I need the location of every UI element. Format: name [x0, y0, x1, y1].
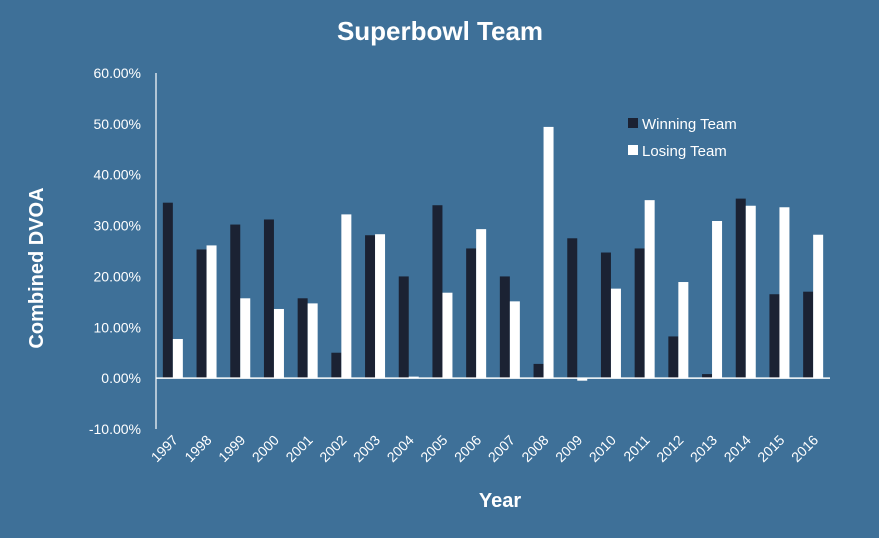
bar-losing-2011 — [644, 200, 655, 379]
bar-winning-2008 — [533, 363, 544, 379]
bar-winning-2013 — [702, 374, 713, 379]
bar-losing-2007 — [509, 301, 520, 379]
bar-losing-2015 — [779, 207, 790, 379]
x-tick-label: 2001 — [282, 432, 315, 465]
bar-winning-2011 — [634, 248, 645, 379]
bar-losing-2004 — [408, 376, 419, 379]
x-tick-label: 2004 — [384, 432, 417, 465]
bar-losing-2001 — [307, 303, 318, 379]
x-axis-tick-labels: 1997 1998 1999 2000 2001 2002 2003 2004 2005 2006… — [148, 432, 822, 465]
y-tick-label: 50.00% — [94, 116, 141, 132]
bar-winning-2002 — [331, 352, 342, 379]
bar-losing-2013 — [712, 220, 723, 379]
legend-swatch-winning — [628, 118, 638, 128]
bar-losing-2003 — [375, 234, 386, 379]
bar-winning-2016 — [803, 291, 814, 379]
bar-winning-1998 — [196, 249, 207, 379]
x-tick-label: 1997 — [148, 432, 181, 465]
bar-winning-2006 — [466, 248, 477, 379]
bar-winning-1999 — [230, 224, 241, 379]
bar-losing-2005 — [442, 292, 453, 379]
bar-losing-2006 — [476, 229, 487, 379]
bar-losing-2008 — [543, 126, 554, 379]
y-tick-label: 0.00% — [101, 370, 141, 386]
x-tick-label: 2000 — [249, 432, 282, 465]
x-tick-label: 2002 — [316, 432, 349, 465]
y-tick-label: 10.00% — [94, 319, 141, 335]
bar-winning-2014 — [735, 198, 746, 379]
x-tick-label: 2012 — [653, 432, 686, 465]
bar-winning-2010 — [600, 252, 611, 379]
bar-winning-2007 — [499, 276, 510, 379]
bar-winning-1997 — [162, 202, 173, 379]
x-tick-label: 2013 — [687, 432, 720, 465]
bar-losing-1998 — [206, 245, 217, 379]
bar-winning-2012 — [668, 336, 679, 379]
bar-winning-2009 — [567, 238, 578, 379]
bar-winning-2003 — [365, 235, 376, 379]
bar-losing-2010 — [610, 288, 621, 379]
x-tick-label: 2008 — [518, 432, 551, 465]
bar-losing-1999 — [240, 298, 251, 379]
legend-label-losing: Losing Team — [642, 143, 727, 160]
x-tick-label: 1999 — [215, 432, 248, 465]
x-tick-label: 2006 — [451, 432, 484, 465]
y-tick-label: 20.00% — [94, 268, 141, 284]
x-tick-label: 2007 — [485, 432, 518, 465]
bar-winning-2000 — [263, 219, 274, 379]
legend-swatch-losing — [628, 145, 638, 155]
y-tick-label: 60.00% — [94, 65, 141, 81]
bar-winning-2004 — [398, 276, 409, 379]
bar-losing-2009 — [577, 378, 588, 381]
x-tick-label: 2003 — [350, 432, 383, 465]
x-axis-title: Year — [479, 490, 521, 512]
bar-winning-2005 — [432, 205, 443, 379]
bar-losing-2000 — [273, 308, 284, 379]
bar-losing-1997 — [172, 338, 183, 379]
x-tick-label: 2015 — [754, 432, 787, 465]
bar-losing-2016 — [813, 234, 824, 379]
y-tick-label: 30.00% — [94, 218, 141, 234]
legend-label-winning: Winning Team — [642, 116, 737, 133]
bar-winning-2015 — [769, 294, 780, 379]
bar-winning-2001 — [297, 298, 308, 379]
y-axis-tick-labels: -10.00% 0.00% 10.00% 20.00% 30.00% 40.00% 50.0… — [89, 65, 141, 437]
x-tick-label: 2005 — [417, 432, 450, 465]
bar-losing-2012 — [678, 282, 689, 379]
bars-group — [162, 126, 824, 381]
x-tick-label: 2016 — [788, 432, 821, 465]
bar-losing-2014 — [745, 205, 756, 379]
x-tick-label: 2009 — [552, 432, 585, 465]
x-tick-label: 2010 — [586, 432, 619, 465]
y-tick-label: 40.00% — [94, 167, 141, 183]
x-tick-label: 1998 — [181, 432, 214, 465]
x-tick-label: 2011 — [620, 432, 653, 465]
bar-losing-2002 — [341, 214, 352, 379]
y-tick-label: -10.00% — [89, 421, 141, 437]
legend: Winning Team Losing Team — [628, 116, 737, 160]
x-tick-label: 2014 — [721, 432, 754, 465]
chart-title: Superbowl Team — [337, 16, 543, 46]
y-axis-title: Combined DVOA — [26, 187, 48, 348]
